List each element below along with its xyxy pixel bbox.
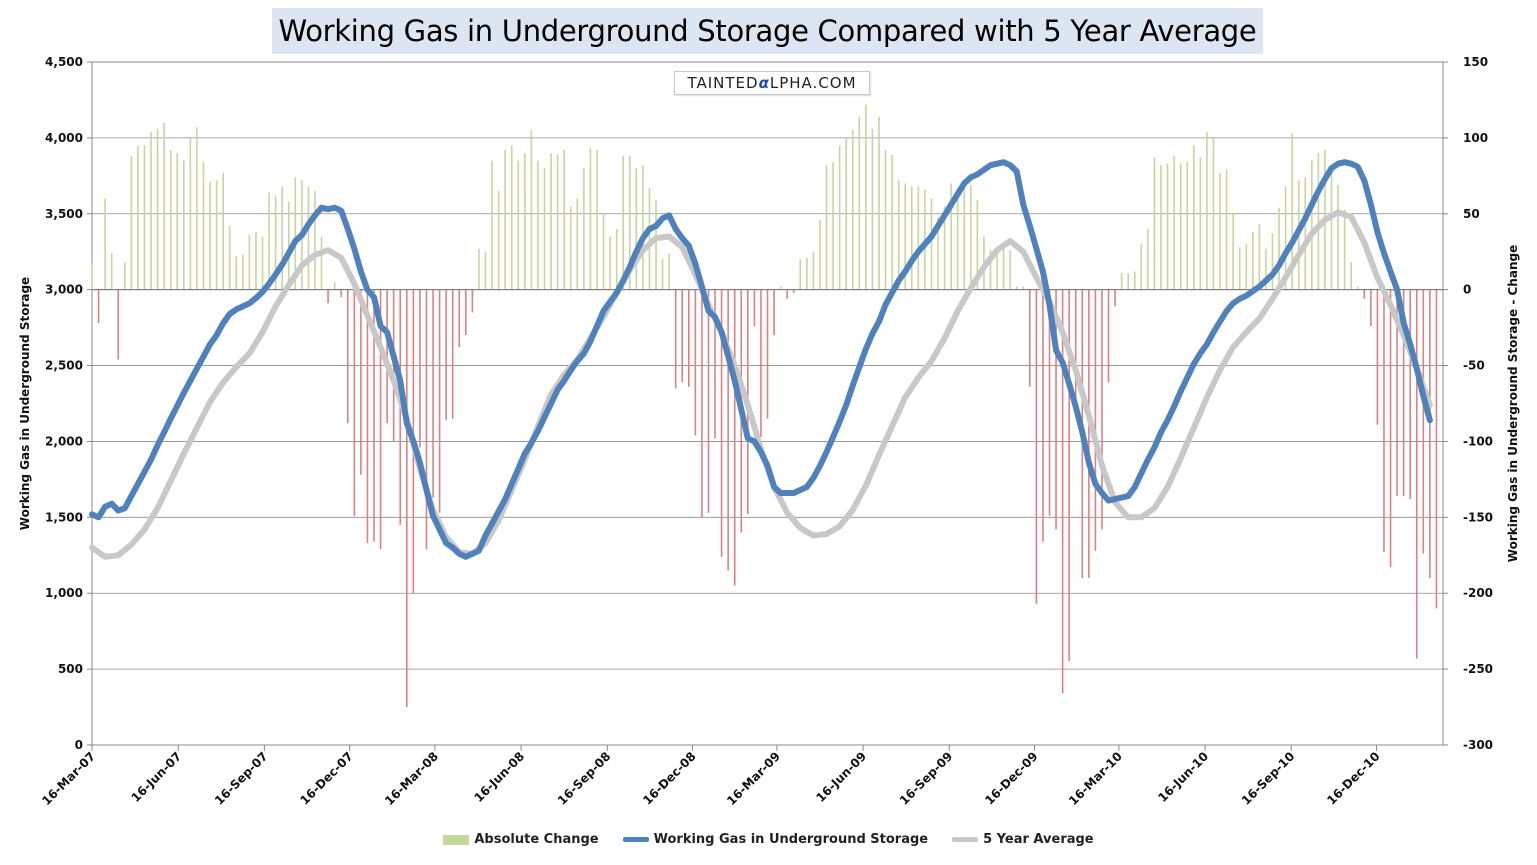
x-tick-label: 16-Mar-10 [1066, 749, 1125, 808]
x-tick-label: 16-Sep-07 [212, 749, 271, 808]
x-tick-label: 16-Jun-07 [129, 749, 185, 805]
y2-tick-label: -300 [1463, 738, 1493, 752]
legend-item-5yr-avg: 5 Year Average [952, 832, 1094, 847]
x-tick-label: 16-Dec-07 [297, 749, 355, 807]
y2-tick-label: 0 [1463, 283, 1471, 297]
legend-swatch-5yr-avg [952, 837, 979, 842]
y2-tick-label: 150 [1463, 55, 1488, 69]
x-tick-label: 16-Mar-08 [382, 749, 441, 808]
y2-axis-title: Working Gas in Underground Storage - Cha… [1506, 245, 1520, 562]
x-tick-label: 16-Sep-09 [897, 749, 956, 808]
chart-title: Working Gas in Underground Storage Compa… [278, 14, 1257, 48]
y-axis-title: Working Gas in Underground Storage [18, 277, 32, 530]
legend-item-absolute-change: Absolute Change [443, 832, 599, 847]
y-tick-label: 1,000 [45, 586, 83, 600]
legend-label-5yr-avg: 5 Year Average [983, 832, 1094, 847]
legend-label-storage: Working Gas in Underground Storage [653, 832, 929, 847]
x-tick-label: 16-Dec-10 [1324, 749, 1382, 807]
y2-tick-label: 50 [1463, 207, 1480, 221]
plot-area [91, 61, 1444, 746]
x-tick-label: 16-Dec-09 [982, 749, 1040, 807]
y-tick-label: 3,000 [45, 283, 83, 297]
y-tick-label: 1,500 [45, 510, 83, 524]
x-tick-label: 16-Sep-10 [1239, 749, 1298, 808]
watermark-text: TAINTEDαLPHA.COM [687, 74, 857, 92]
working-gas-line [89, 159, 1433, 560]
y-tick-label: 3,500 [45, 207, 83, 221]
y2-tick-label: -150 [1463, 510, 1493, 524]
legend-label-absolute-change: Absolute Change [474, 832, 599, 847]
y2-tick-label: 100 [1463, 131, 1488, 145]
y-tick-label: 0 [75, 738, 83, 752]
chart-title-box: Working Gas in Underground Storage Compa… [272, 8, 1263, 54]
y-tick-label: 2,500 [45, 359, 83, 373]
y2-tick-label: -250 [1463, 662, 1493, 676]
legend-item-storage: Working Gas in Underground Storage [622, 832, 929, 847]
y-tick-label: 4,500 [45, 55, 83, 69]
legend: Absolute Change Working Gas in Undergrou… [0, 832, 1537, 847]
x-tick-label: 16-Sep-08 [555, 749, 614, 808]
x-tick-label: 16-Jun-09 [813, 749, 869, 805]
x-tick-label: 16-Mar-07 [39, 749, 98, 808]
y-tick-label: 4,000 [45, 131, 83, 145]
watermark-logo: TAINTEDαLPHA.COM [674, 71, 870, 95]
legend-swatch-absolute-change [443, 834, 470, 845]
x-tick-label: 16-Jun-08 [471, 749, 527, 805]
x-tick-label: 16-Mar-09 [724, 749, 783, 808]
y2-tick-label: -100 [1463, 434, 1493, 448]
legend-swatch-storage [622, 837, 649, 842]
y2-tick-label: -50 [1463, 359, 1485, 373]
y-tick-label: 500 [58, 662, 83, 676]
x-tick-label: 16-Dec-08 [640, 749, 698, 807]
y2-tick-label: -200 [1463, 586, 1493, 600]
y-tick-label: 2,000 [45, 434, 83, 448]
x-tick-label: 16-Jun-10 [1155, 749, 1211, 805]
